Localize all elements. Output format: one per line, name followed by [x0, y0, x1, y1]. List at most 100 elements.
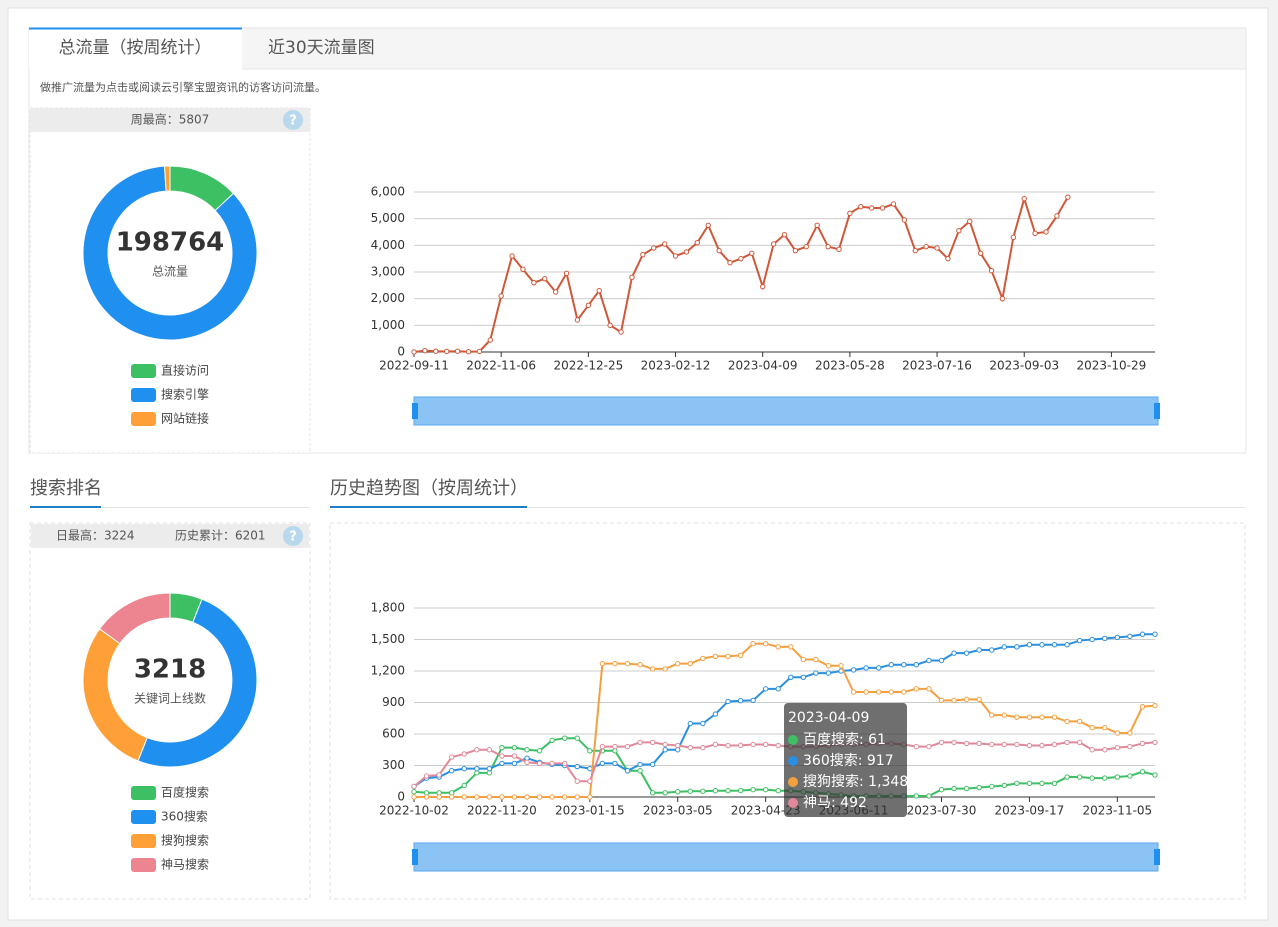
point	[901, 217, 908, 223]
point	[524, 747, 530, 753]
x-tick-label: 2023-04-09	[728, 359, 798, 373]
point	[951, 697, 957, 704]
point	[963, 785, 970, 792]
point	[637, 768, 643, 774]
point	[775, 742, 781, 749]
x-tick-label: 2023-03-05	[643, 804, 713, 818]
y-tick-label: 4,000	[371, 238, 405, 252]
section-title: 历史趋势图（按周统计）	[330, 478, 528, 499]
point	[1039, 642, 1045, 648]
y-tick-label: 1,500	[371, 632, 405, 646]
point	[737, 652, 744, 659]
help-icon-text[interactable]: ?	[289, 530, 297, 545]
x-tick-label: 2023-07-16	[902, 359, 972, 373]
point	[562, 760, 568, 767]
y-tick-label: 2,000	[371, 291, 405, 305]
point	[1039, 714, 1045, 720]
legend-label: 搜狗搜索	[161, 833, 209, 848]
point	[599, 660, 606, 667]
point	[649, 761, 656, 768]
help-icon-text[interactable]: ?	[289, 114, 297, 129]
help-icon[interactable]	[283, 526, 303, 546]
point	[1064, 718, 1070, 725]
point	[792, 247, 799, 254]
point	[926, 657, 932, 664]
point	[963, 696, 970, 703]
tooltip	[784, 703, 907, 817]
point	[687, 744, 694, 751]
x-tick-label: 2023-07-30	[907, 804, 977, 818]
point	[486, 794, 493, 800]
point	[700, 744, 706, 751]
point	[1076, 739, 1083, 746]
point	[913, 793, 920, 799]
point	[549, 760, 555, 767]
point	[879, 205, 886, 211]
zoom-handle[interactable]	[1154, 403, 1160, 419]
zoom-handle[interactable]	[412, 403, 418, 419]
tooltip-line: 神马: 492	[803, 795, 867, 811]
point	[800, 656, 807, 663]
point	[847, 210, 853, 217]
zoom-handle[interactable]	[1154, 849, 1160, 865]
point	[825, 663, 832, 669]
zoom-handle[interactable]	[412, 849, 418, 865]
x-tick-label: 2023-10-29	[1077, 359, 1147, 373]
point	[687, 660, 694, 667]
point	[913, 743, 920, 750]
zoom-slider[interactable]	[413, 396, 1159, 426]
point	[813, 656, 819, 663]
point	[976, 740, 982, 747]
point	[1051, 714, 1058, 720]
point	[977, 250, 984, 257]
point	[694, 239, 701, 246]
point	[1102, 725, 1108, 731]
point	[461, 765, 467, 772]
point	[1152, 702, 1158, 709]
point	[461, 794, 467, 800]
help-icon[interactable]	[283, 110, 303, 130]
point	[762, 686, 769, 692]
tooltip-dot	[788, 798, 798, 808]
point	[1102, 635, 1108, 642]
y-tick-label: 600	[382, 727, 405, 741]
point	[563, 270, 570, 277]
point	[536, 760, 543, 767]
point	[662, 666, 668, 672]
point	[838, 663, 844, 669]
point	[662, 747, 668, 753]
tab[interactable]: 近30天流量图	[268, 38, 375, 58]
point	[705, 222, 711, 229]
x-tick-label: 2023-04-23	[731, 804, 801, 818]
zoom-slider[interactable]	[413, 842, 1159, 872]
point	[624, 660, 631, 667]
point	[1014, 780, 1020, 787]
point	[486, 747, 493, 753]
tooltip-line: 百度搜索: 61	[803, 731, 886, 748]
point	[574, 317, 581, 323]
pie-header-text: 日最高：3224	[56, 528, 135, 543]
point	[738, 255, 744, 262]
point	[423, 794, 430, 800]
point	[612, 660, 618, 667]
point	[1054, 213, 1060, 219]
tab[interactable]: 总流量（按周统计）	[59, 38, 212, 58]
point	[1102, 747, 1108, 753]
point	[474, 794, 480, 800]
point	[640, 251, 646, 258]
point	[1114, 774, 1121, 780]
point	[716, 247, 722, 254]
point	[737, 787, 744, 794]
point	[775, 686, 781, 692]
point	[1076, 637, 1083, 644]
point	[1021, 195, 1027, 202]
point	[651, 245, 657, 251]
legend-label: 直接访问	[161, 363, 209, 378]
tooltip-dot	[788, 777, 798, 787]
pie-header-text: 历史累计：6201	[175, 529, 266, 543]
x-tick-label: 2022-11-20	[467, 804, 537, 818]
x-tick-label: 2022-12-25	[553, 359, 623, 373]
point	[888, 689, 894, 695]
tab-active[interactable]	[29, 28, 242, 70]
y-tick-label: 6,000	[371, 185, 405, 199]
